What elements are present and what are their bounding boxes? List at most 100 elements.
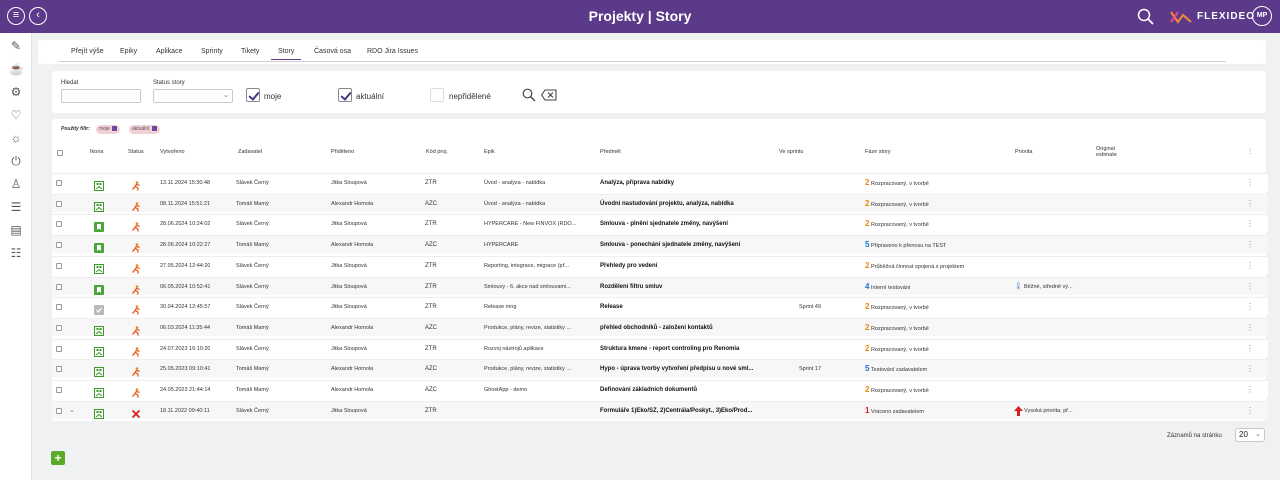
row-menu-icon[interactable]: ⋮ xyxy=(1246,364,1254,374)
table-row[interactable]: 25.05.2023 09:10:41 Tomáš Mamý Alexandr Ho… xyxy=(52,359,1268,378)
row-menu-icon[interactable]: ⋮ xyxy=(1246,385,1254,394)
tab-up[interactable]: Přejít výše xyxy=(71,48,104,55)
row-checkbox[interactable] xyxy=(56,387,62,393)
subject-cell[interactable]: Release xyxy=(600,304,623,311)
row-menu-icon[interactable]: ⋮ xyxy=(1246,302,1254,312)
col-sprint[interactable]: Ve sprintu xyxy=(779,149,804,155)
table-row[interactable]: 06.05.2024 10:52:41 Slávek Černý Jitka Slo… xyxy=(52,276,1268,295)
people-icon[interactable]: ♙ xyxy=(10,177,22,191)
col-project-code[interactable]: Kód proj. xyxy=(426,149,449,155)
document-icon[interactable]: ▤ xyxy=(10,223,22,237)
chip-mine[interactable]: moje xyxy=(96,125,120,134)
col-epic[interactable]: Epik xyxy=(484,149,495,155)
epic-cell[interactable]: Úvod - analýza - nabídka xyxy=(484,180,546,186)
col-phase[interactable]: Fáze story xyxy=(865,149,891,155)
checkbox-current[interactable] xyxy=(338,88,352,102)
row-checkbox[interactable] xyxy=(56,262,62,269)
tab-sprints[interactable]: Sprinty xyxy=(201,48,223,55)
col-original-estimate[interactable]: Original estimate xyxy=(1096,146,1117,158)
col-priority[interactable]: Priorita xyxy=(1015,149,1033,155)
col-status[interactable]: Status xyxy=(128,149,144,155)
row-menu-icon[interactable]: ⋮ xyxy=(1246,281,1254,291)
epic-cell[interactable]: HYPERCARE xyxy=(484,242,519,249)
row-checkbox[interactable] xyxy=(56,407,62,414)
tab-story[interactable]: Story xyxy=(271,48,302,60)
coffee-icon[interactable]: ☕ xyxy=(9,62,24,76)
epic-cell[interactable]: Reporting, integrace, migrace (př... xyxy=(484,262,569,269)
table-row[interactable]: 24.07.2023 16:10:20 Slávek Černý Jitka Slo… xyxy=(52,338,1268,357)
col-assigned[interactable]: Přiděleno xyxy=(331,149,355,155)
epic-cell[interactable]: GhostApp - demo xyxy=(484,387,528,393)
subject-cell[interactable]: přehled obchodníků - založení kontaktů xyxy=(600,324,713,331)
subject-cell[interactable]: Hypo - úprava tvorby vytvoření předpisu … xyxy=(600,366,754,373)
table-row[interactable]: ⌄ 18.11.2022 09:40:11 Slávek Černý Jitka Sl… xyxy=(52,400,1268,419)
subject-cell[interactable]: Formuláře 1)Eko/SZ, 2)Centrála/Poskyt., … xyxy=(600,407,753,414)
col-created[interactable]: Vytvořeno xyxy=(160,149,185,155)
epic-cell[interactable]: Rozvoj nástrojů aplikace xyxy=(484,345,544,352)
subject-cell[interactable]: Smlouva - ponechání sjednatele změny, na… xyxy=(600,242,741,249)
chip-remove-icon[interactable] xyxy=(151,126,157,131)
checkbox-unassigned[interactable] xyxy=(430,88,444,102)
robot-icon[interactable]: ⚙ xyxy=(10,85,22,99)
row-menu-icon[interactable]: ⋮ xyxy=(1246,198,1254,208)
chip-remove-icon[interactable] xyxy=(111,126,117,131)
expand-chevron-icon[interactable]: ⌄ xyxy=(69,406,75,414)
subject-cell[interactable]: Přehledy pro vedení xyxy=(600,262,658,269)
page-size-select[interactable]: 20 ⌄ xyxy=(1235,428,1265,442)
row-checkbox[interactable] xyxy=(56,283,62,290)
row-menu-icon[interactable]: ⋮ xyxy=(1246,219,1254,229)
row-checkbox[interactable] xyxy=(56,221,62,228)
col-reporter[interactable]: Zadavatel xyxy=(238,149,263,155)
status-story-select[interactable]: ⌄ xyxy=(153,89,233,103)
subject-cell[interactable]: Rozdělení filtru smluv xyxy=(600,283,663,290)
add-story-button[interactable]: + xyxy=(51,451,65,465)
epic-cell[interactable]: Smlouvy - 6. akce nad smlouvami... xyxy=(484,283,571,290)
subject-cell[interactable]: Definování základních dokumentů xyxy=(600,387,698,393)
row-menu-icon[interactable]: ⋮ xyxy=(1246,322,1254,332)
search-input[interactable] xyxy=(61,89,141,103)
pin-icon[interactable]: ✎ xyxy=(10,39,22,53)
menu-icon[interactable]: ≡ xyxy=(7,7,25,25)
row-checkbox[interactable] xyxy=(56,366,62,373)
row-checkbox[interactable] xyxy=(56,345,62,352)
row-checkbox[interactable] xyxy=(56,242,62,249)
subject-cell[interactable]: Smlouva - plnění sjednatele změny, navýš… xyxy=(600,221,728,228)
table-row[interactable]: 27.05.2024 12:44:20 Slávek Černý Jitka Slo… xyxy=(52,255,1268,274)
col-icon[interactable]: Ikona xyxy=(90,149,104,155)
row-checkbox[interactable] xyxy=(56,324,62,331)
col-subject[interactable]: Předmět xyxy=(600,149,621,155)
tab-timeline[interactable]: Časová osa xyxy=(314,48,351,55)
table-row[interactable]: 13.11.2024 15:30:48 Slávek Černý Jitka Slo… xyxy=(52,173,1268,191)
epic-cell[interactable]: HYPERCARE - New FINVOX (RDO... xyxy=(484,221,577,228)
row-menu-icon[interactable]: ⋮ xyxy=(1246,240,1254,250)
tab-applications[interactable]: Aplikace xyxy=(156,48,183,55)
row-menu-icon[interactable]: ⋮ xyxy=(1246,343,1254,353)
avatar[interactable]: MP xyxy=(1252,6,1272,26)
chip-current[interactable]: aktuální xyxy=(129,125,160,134)
subject-cell[interactable]: Struktura kmene - report controling pro … xyxy=(600,345,740,352)
row-checkbox[interactable] xyxy=(56,180,62,186)
column-settings-icon[interactable]: ⫶ xyxy=(1249,147,1251,156)
row-menu-icon[interactable]: ⋮ xyxy=(1246,178,1254,187)
tab-epics[interactable]: Epiky xyxy=(120,48,138,55)
table-row[interactable]: 08.11.2024 15:51:21 Tomáš Mamý Alexandr Ho… xyxy=(52,193,1268,212)
epic-cell[interactable]: Úvod - analýza - nabídka xyxy=(484,200,546,207)
epic-cell[interactable]: Release mng xyxy=(484,304,517,311)
group-icon[interactable]: ☷ xyxy=(10,246,22,260)
table-row[interactable]: 28.06.2024 10:24:02 Slávek Černý Jitka Slo… xyxy=(52,214,1268,233)
select-all-checkbox[interactable] xyxy=(57,150,63,156)
epic-cell[interactable]: Produkce, plány, revize, statistiky ... xyxy=(484,366,572,373)
clear-filter-icon[interactable] xyxy=(541,89,557,101)
table-row[interactable]: 24.05.2023 21:44:14 Tomáš Mamý Alexandr Ho… xyxy=(52,380,1268,398)
row-menu-icon[interactable]: ⋮ xyxy=(1246,405,1254,415)
table-row[interactable]: 30.04.2024 12:45:57 Slávek Černý Jitka Slo… xyxy=(52,297,1268,316)
list-icon[interactable]: ☰ xyxy=(10,200,22,214)
search-icon[interactable] xyxy=(522,88,536,102)
epic-cell[interactable]: Produkce, plány, revize, statistiky ... xyxy=(484,324,572,331)
tab-rdo-jira[interactable]: RDO Jira Issues xyxy=(367,48,418,55)
subject-cell[interactable]: Úvodní nastudování projektu, analýza, na… xyxy=(600,200,734,207)
power-icon[interactable]: ⏻ xyxy=(11,154,21,168)
subject-cell[interactable]: Analýza, příprava nabídky xyxy=(600,180,675,186)
row-menu-icon[interactable]: ⋮ xyxy=(1246,260,1254,270)
back-icon[interactable]: ‹ xyxy=(29,7,47,25)
